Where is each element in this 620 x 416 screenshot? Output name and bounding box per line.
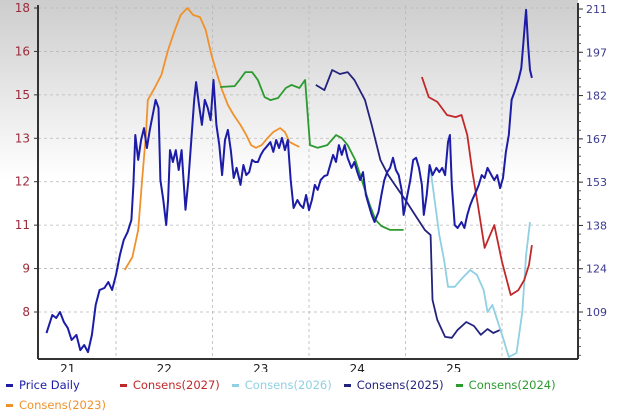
- legend-item: Consens(2023): [6, 395, 106, 415]
- legend-swatch: [6, 384, 13, 387]
- x-tick-label: 24: [350, 362, 365, 372]
- right-tick-label: 109: [586, 306, 607, 319]
- legend-item: Consens(2025): [343, 375, 444, 395]
- left-tick-label: 18: [15, 1, 30, 15]
- left-tick-label: 8: [22, 305, 30, 319]
- left-tick-label: 13: [15, 131, 30, 145]
- x-tick-label: 22: [157, 362, 172, 372]
- left-tick-label: 15: [15, 88, 30, 102]
- legend-item: Consens(2026): [231, 375, 332, 395]
- series-line-consens-2026: [429, 169, 531, 358]
- series-line-consens-2027: [421, 76, 533, 296]
- x-tick-label: 25: [446, 362, 461, 372]
- right-tick-label: 211: [586, 3, 607, 16]
- legend-swatch: [343, 384, 351, 387]
- left-tick-label: 9: [22, 262, 30, 276]
- legend-label: Consens(2024): [468, 378, 556, 392]
- axis-ticks: 18 16 15 13 12 11 9 8 211 197 182 167 153 138 124 109 21…: [15, 1, 607, 372]
- legend-label: Consens(2027): [132, 378, 220, 392]
- legend-label: Consens(2025): [356, 378, 444, 392]
- series-line-consens-2023: [123, 7, 300, 271]
- left-tick-label: 16: [15, 44, 30, 58]
- x-tick-label: 23: [253, 362, 268, 372]
- right-tick-label: 197: [586, 46, 607, 59]
- left-tick-label: 11: [15, 218, 30, 232]
- right-tick-label: 124: [586, 263, 607, 276]
- legend-item: Consens(2024): [455, 375, 556, 395]
- left-tick-label: 12: [15, 175, 30, 189]
- legend-swatch: [6, 404, 13, 407]
- legend-label: Consens(2023): [19, 398, 106, 412]
- right-tick-label: 153: [586, 176, 607, 189]
- right-tick-label: 182: [586, 90, 607, 103]
- series-line-consens-2024: [220, 71, 404, 231]
- legend-item: Price Daily: [6, 375, 80, 395]
- right-tick-label: 138: [586, 219, 607, 232]
- legend-item: Consens(2027): [119, 375, 220, 395]
- legend-label: Price Daily: [19, 378, 80, 392]
- right-tick-label: 167: [586, 133, 607, 146]
- legend-swatch: [231, 384, 239, 387]
- legend-swatch: [455, 384, 463, 387]
- series-line-consens-2025: [315, 69, 501, 339]
- chart: 18 16 15 13 12 11 9 8 211 197 182 167 153 138 124 109 21…: [0, 0, 607, 372]
- series-line-price-daily: [45, 8, 533, 354]
- legend-label: Consens(2026): [244, 378, 332, 392]
- legend-swatch: [119, 384, 127, 387]
- legend: Price Daily Consens(2027) Consens(2026) Con…: [6, 375, 616, 415]
- series-lines: [45, 7, 533, 358]
- x-tick-label: 21: [60, 362, 75, 372]
